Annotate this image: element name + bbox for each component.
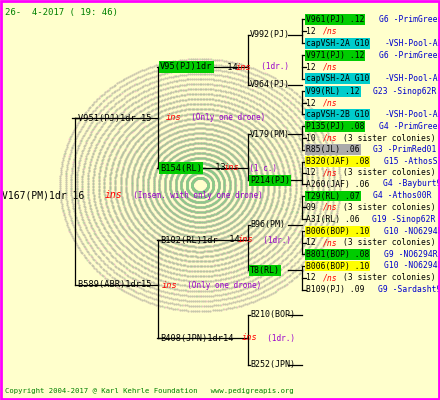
Text: V992(PJ): V992(PJ) xyxy=(250,30,290,40)
Text: B102(RL)1dr: B102(RL)1dr xyxy=(160,236,218,244)
Text: /ns: /ns xyxy=(323,168,338,177)
Text: G3 -PrimRed01: G3 -PrimRed01 xyxy=(373,145,436,154)
Text: A31(RL) .06: A31(RL) .06 xyxy=(306,215,359,224)
Text: 14: 14 xyxy=(224,236,240,244)
Text: V95(PJ)1dr: V95(PJ)1dr xyxy=(160,62,213,72)
Text: (3 sister colonies): (3 sister colonies) xyxy=(343,168,436,177)
Text: 09: 09 xyxy=(306,203,321,212)
Text: G23 -Sinop62R: G23 -Sinop62R xyxy=(373,87,436,96)
Text: (3 sister colonies): (3 sister colonies) xyxy=(343,238,436,247)
Text: /ns: /ns xyxy=(323,134,338,143)
Text: 10: 10 xyxy=(306,134,321,143)
Text: ins: ins xyxy=(166,114,182,122)
Text: V179(PM): V179(PM) xyxy=(250,130,290,138)
Text: V167(PM)1dr 16: V167(PM)1dr 16 xyxy=(2,190,90,200)
Text: (3 sister colonies): (3 sister colonies) xyxy=(343,134,436,143)
Text: ins: ins xyxy=(105,190,123,200)
Text: 12: 12 xyxy=(306,99,321,108)
Text: G4 -Bayburt98-3: G4 -Bayburt98-3 xyxy=(383,180,440,188)
Text: capVSH-2A G10: capVSH-2A G10 xyxy=(306,39,369,48)
Text: P214(PJ): P214(PJ) xyxy=(250,176,290,184)
Text: V961(PJ) .12: V961(PJ) .12 xyxy=(306,15,364,24)
Text: (Insem. with only one drone): (Insem. with only one drone) xyxy=(124,190,263,200)
Text: B210(BOP): B210(BOP) xyxy=(250,310,295,320)
Text: B801(BOP) .08: B801(BOP) .08 xyxy=(306,250,369,259)
Text: /ns: /ns xyxy=(323,238,338,247)
Text: G10 -NO6294R: G10 -NO6294R xyxy=(385,227,440,236)
Text: /ns: /ns xyxy=(323,273,338,282)
Text: ins: ins xyxy=(162,280,178,290)
Text: (Only one drone): (Only one drone) xyxy=(178,280,261,290)
Text: G6 -PrimGreen00: G6 -PrimGreen00 xyxy=(378,15,440,24)
Text: B589(ABR)1dr15: B589(ABR)1dr15 xyxy=(78,280,157,290)
Text: ins: ins xyxy=(242,334,258,342)
Text: B408(JPN)1dr14: B408(JPN)1dr14 xyxy=(160,334,234,342)
Text: /ns: /ns xyxy=(323,63,338,72)
Text: (1dr.): (1dr.) xyxy=(258,334,295,342)
Text: /ns: /ns xyxy=(323,27,338,36)
Text: (3 sister colonies): (3 sister colonies) xyxy=(343,203,436,212)
Text: V964(PJ): V964(PJ) xyxy=(250,80,290,90)
Text: G4 -Athos00R: G4 -Athos00R xyxy=(373,192,431,200)
Text: B006(BOP) .10: B006(BOP) .10 xyxy=(306,262,369,270)
Text: (3 sister colonies): (3 sister colonies) xyxy=(343,273,436,282)
Text: capVSH-2B G10: capVSH-2B G10 xyxy=(306,110,369,119)
Text: (1dr.): (1dr.) xyxy=(254,236,291,244)
Text: B154(RL): B154(RL) xyxy=(160,164,202,172)
Text: 12: 12 xyxy=(306,168,321,177)
Text: -VSH-Pool-AR: -VSH-Pool-AR xyxy=(385,74,440,83)
Text: 12: 12 xyxy=(306,27,321,36)
Text: 12: 12 xyxy=(306,273,321,282)
Text: (1 c.): (1 c.) xyxy=(240,164,277,172)
Text: -VSH-Pool-AR: -VSH-Pool-AR xyxy=(385,110,440,119)
Text: G19 -Sinop62R: G19 -Sinop62R xyxy=(372,215,435,224)
Text: Copyright 2004-2017 @ Karl Kehrle Foundation   www.pedigreapis.org: Copyright 2004-2017 @ Karl Kehrle Founda… xyxy=(5,388,294,394)
Text: B320(JAF) .08: B320(JAF) .08 xyxy=(306,157,369,166)
Text: B109(PJ) .09: B109(PJ) .09 xyxy=(306,285,364,294)
Text: G10 -NO6294R: G10 -NO6294R xyxy=(385,262,440,270)
Text: (Only one drone): (Only one drone) xyxy=(182,114,265,122)
Text: 12: 12 xyxy=(306,63,321,72)
Text: G9 -NO6294R: G9 -NO6294R xyxy=(385,250,438,259)
Text: (1dr.): (1dr.) xyxy=(252,62,289,72)
Text: /ns: /ns xyxy=(323,99,338,108)
Text: R85(JL) .06: R85(JL) .06 xyxy=(306,145,359,154)
Text: V971(PJ) .12: V971(PJ) .12 xyxy=(306,51,364,60)
Text: /ns: /ns xyxy=(323,203,338,212)
Text: P135(PJ) .08: P135(PJ) .08 xyxy=(306,122,364,131)
Text: 26-  4-2017 ( 19: 46): 26- 4-2017 ( 19: 46) xyxy=(5,8,118,17)
Text: capVSH-2A G10: capVSH-2A G10 xyxy=(306,74,369,83)
Text: B96(PM): B96(PM) xyxy=(250,220,285,230)
Text: T29(RL) .07: T29(RL) .07 xyxy=(306,192,359,200)
Text: 12: 12 xyxy=(306,238,321,247)
Text: -VSH-Pool-AR: -VSH-Pool-AR xyxy=(385,39,440,48)
Text: G6 -PrimGreen00: G6 -PrimGreen00 xyxy=(378,51,440,60)
Text: ins: ins xyxy=(224,164,240,172)
Text: A260(JAF) .06: A260(JAF) .06 xyxy=(306,180,369,188)
Text: G15 -AthosS180R: G15 -AthosS180R xyxy=(385,157,440,166)
Text: ins: ins xyxy=(238,236,254,244)
Text: 14: 14 xyxy=(222,62,238,72)
Text: T8(RL): T8(RL) xyxy=(250,266,280,274)
Text: B006(BOP) .10: B006(BOP) .10 xyxy=(306,227,369,236)
Text: V951(PJ)1dr 15: V951(PJ)1dr 15 xyxy=(78,114,157,122)
Text: B252(JPN): B252(JPN) xyxy=(250,360,295,370)
Text: G9 -Sardasht93R: G9 -Sardasht93R xyxy=(378,285,440,294)
Text: G4 -PrimGreen00: G4 -PrimGreen00 xyxy=(378,122,440,131)
Text: V99(RL) .12: V99(RL) .12 xyxy=(306,87,359,96)
Text: ins: ins xyxy=(236,62,252,72)
Text: 13: 13 xyxy=(210,164,226,172)
